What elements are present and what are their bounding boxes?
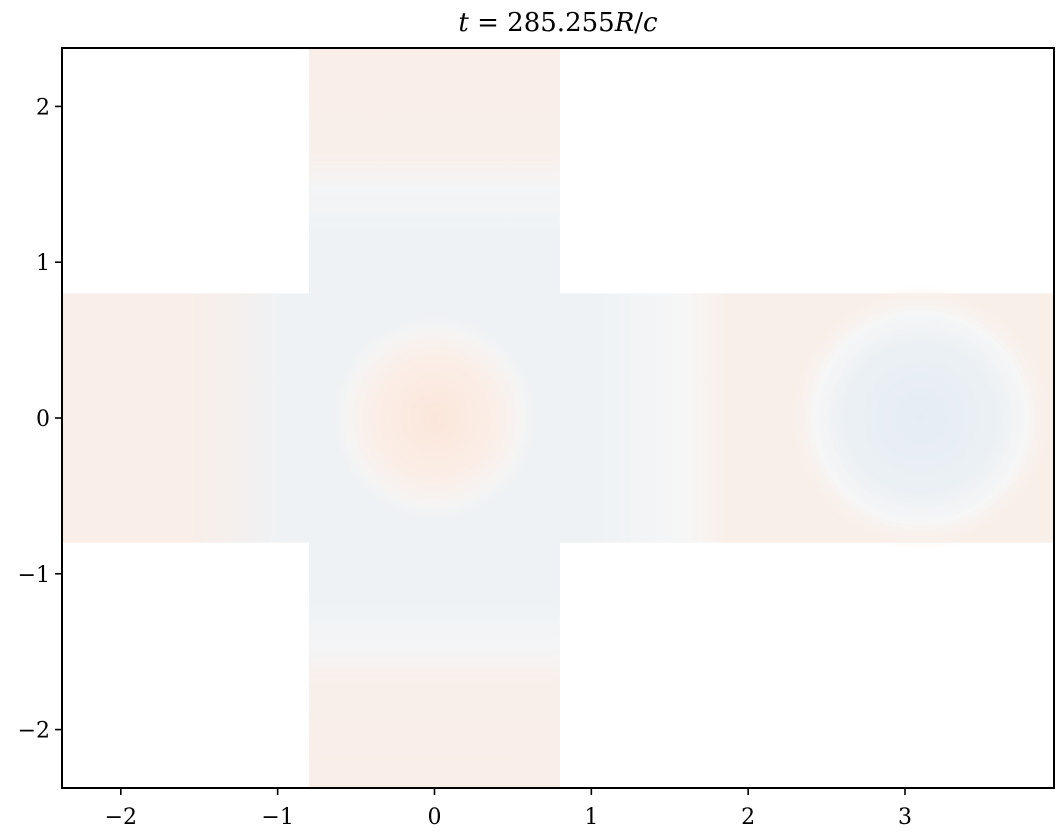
x-tick-label: −1 <box>261 805 293 830</box>
y-tick-label: 2 <box>36 95 50 120</box>
y-tick-label: −1 <box>18 563 50 588</box>
axis-ticks: −2 −1 0 1 2 3 −2 −1 0 1 2 <box>18 95 912 830</box>
plot-area <box>62 48 1054 788</box>
x-tick-label: 3 <box>898 805 912 830</box>
positive-lobe <box>324 308 545 528</box>
negative-lobe <box>787 285 1054 551</box>
y-tick-label: 1 <box>36 251 50 276</box>
x-tick-label: 0 <box>427 805 441 830</box>
y-tick-label: 0 <box>36 407 50 432</box>
chart-title: t = 285.255R/c <box>458 8 658 38</box>
y-tick-label: −2 <box>18 719 50 744</box>
x-tick-label: −2 <box>105 805 137 830</box>
x-tick-label: 2 <box>741 805 755 830</box>
x-tick-label: 1 <box>584 805 598 830</box>
